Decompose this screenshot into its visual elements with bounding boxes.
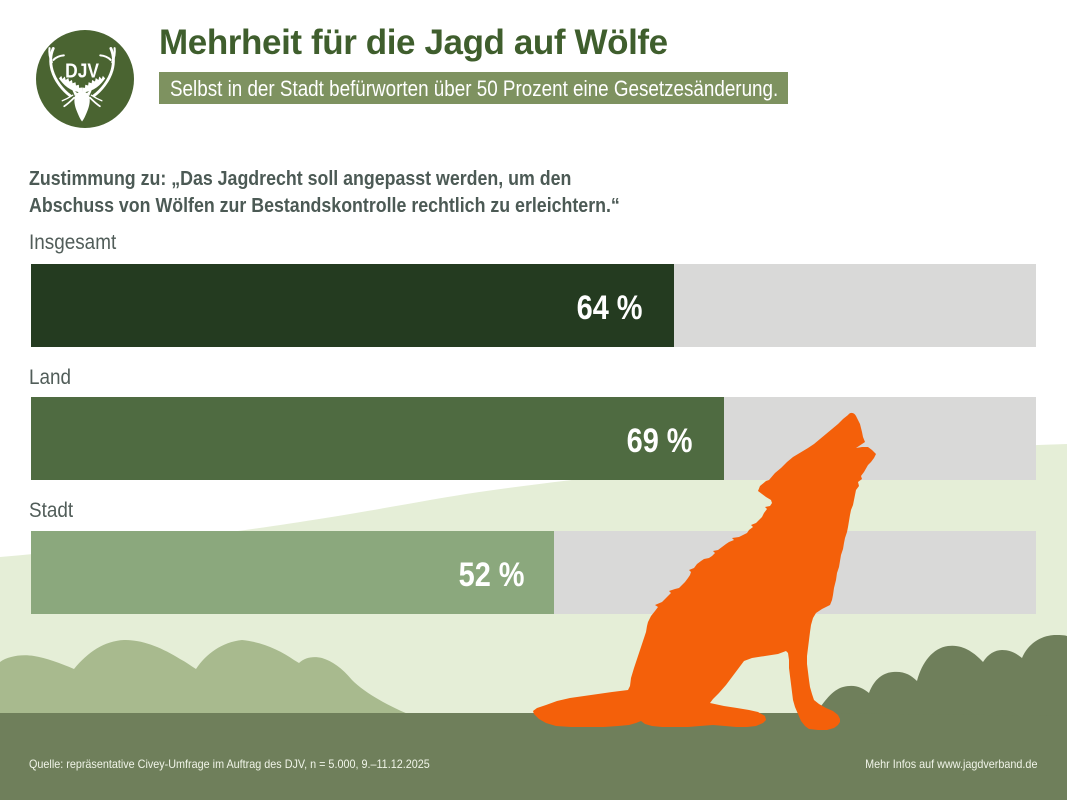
svg-text:DJV: DJV [65,60,99,83]
